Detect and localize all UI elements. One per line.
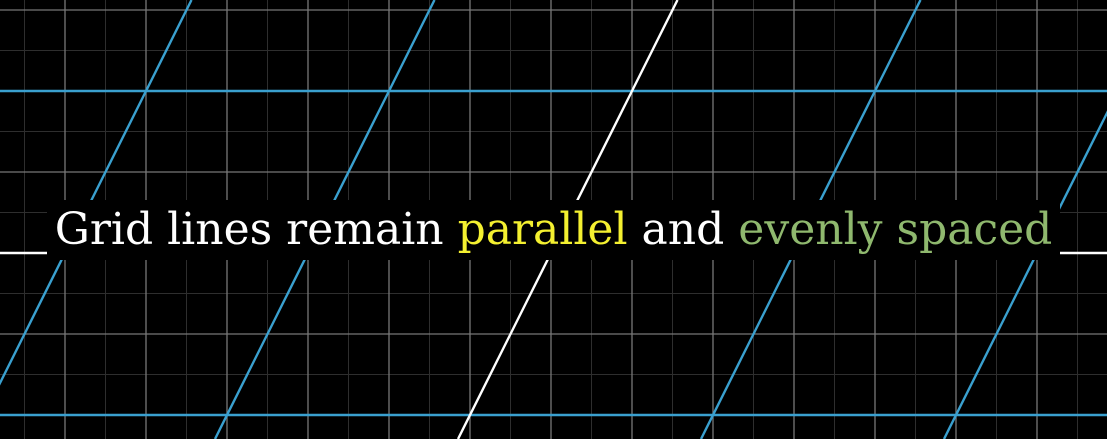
caption-text-grid-lines-remain: Grid lines remain <box>54 204 444 255</box>
caption-box: Grid lines remain parallel and evenly sp… <box>46 200 1061 260</box>
caption-text-and: and <box>641 204 725 255</box>
caption-text-parallel: parallel <box>457 204 628 255</box>
caption-text-evenly-spaced: evenly spaced <box>738 204 1053 255</box>
caption: Grid lines remain parallel and evenly sp… <box>0 200 1107 260</box>
